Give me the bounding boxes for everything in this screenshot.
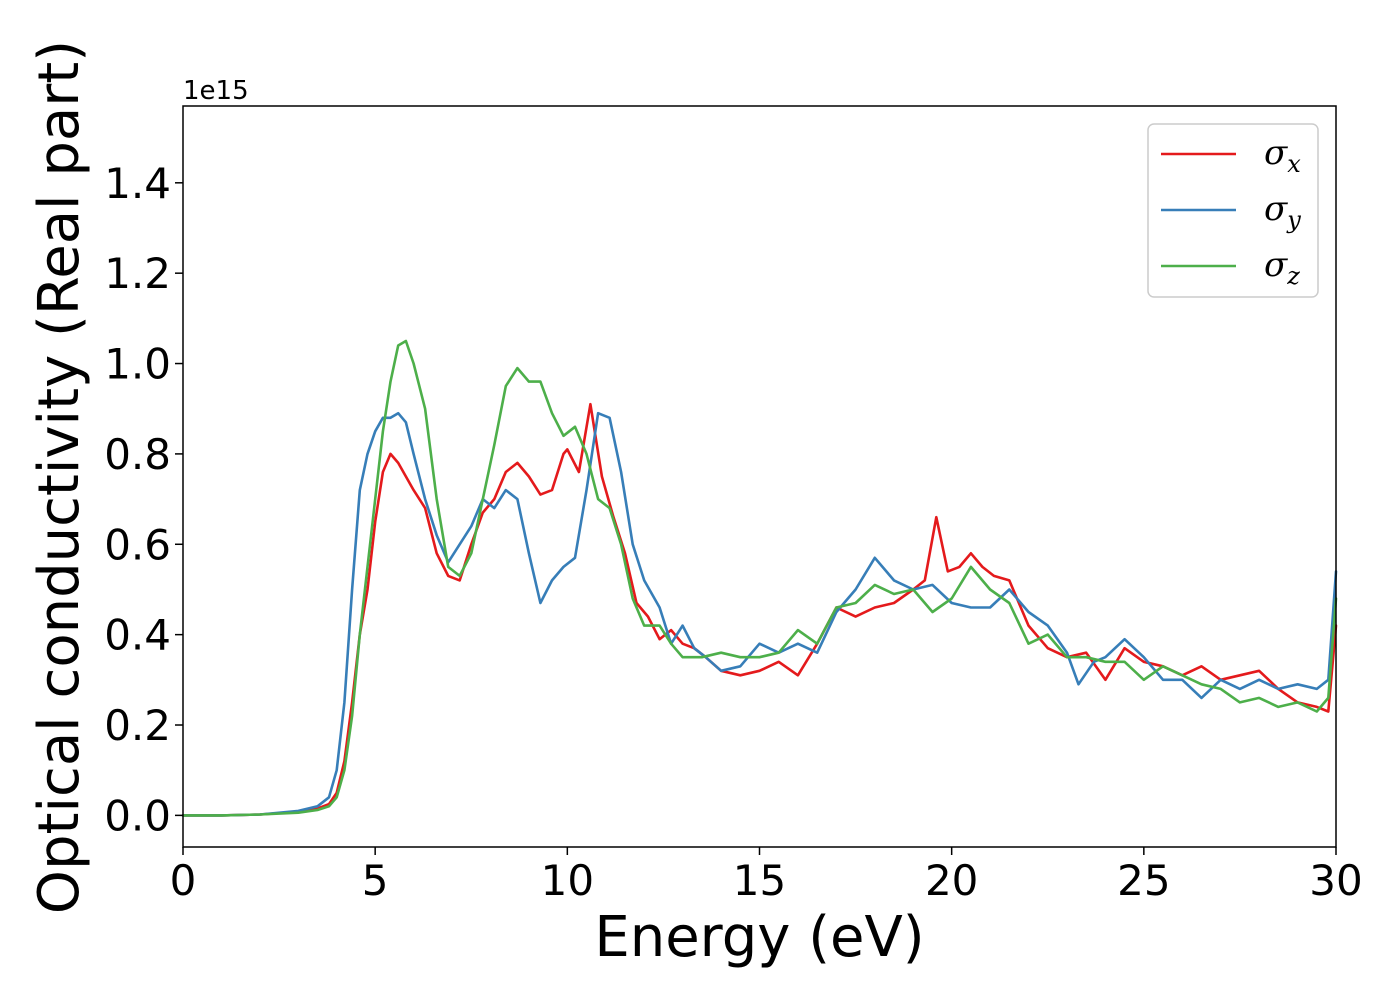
x-tick-label: 0	[170, 856, 197, 905]
x-tick-label: 15	[733, 856, 786, 905]
y-tick-label: 0.8	[104, 430, 171, 479]
x-tick-label: 5	[362, 856, 389, 905]
x-tick-label: 30	[1309, 856, 1362, 905]
y-tick-label: 0.6	[104, 520, 171, 569]
y-tick-label: 0.0	[104, 791, 171, 840]
series-line-z	[181, 339, 1338, 817]
y-tick-label: 1.2	[104, 249, 171, 298]
plot-lines	[181, 339, 1338, 817]
y-tick-label: 1.0	[104, 340, 171, 389]
y-axis: 0.0 0.2 0.4 0.6 0.8 1.0 1.2 1.4	[104, 159, 183, 840]
y-tick-label: 1.4	[104, 159, 171, 208]
y-offset-text: 1e15	[183, 76, 249, 106]
x-tick-label: 25	[1117, 856, 1170, 905]
y-tick-label: 0.2	[104, 701, 171, 750]
x-axis: 0 5 10 15 20 25 30	[170, 847, 1363, 905]
y-axis-label: Optical conductivity (Real part)	[27, 40, 92, 914]
x-axis-label: Energy (eV)	[594, 905, 924, 970]
y-tick-label: 0.4	[104, 611, 171, 660]
x-tick-label: 20	[925, 856, 978, 905]
x-tick-label: 10	[541, 856, 594, 905]
